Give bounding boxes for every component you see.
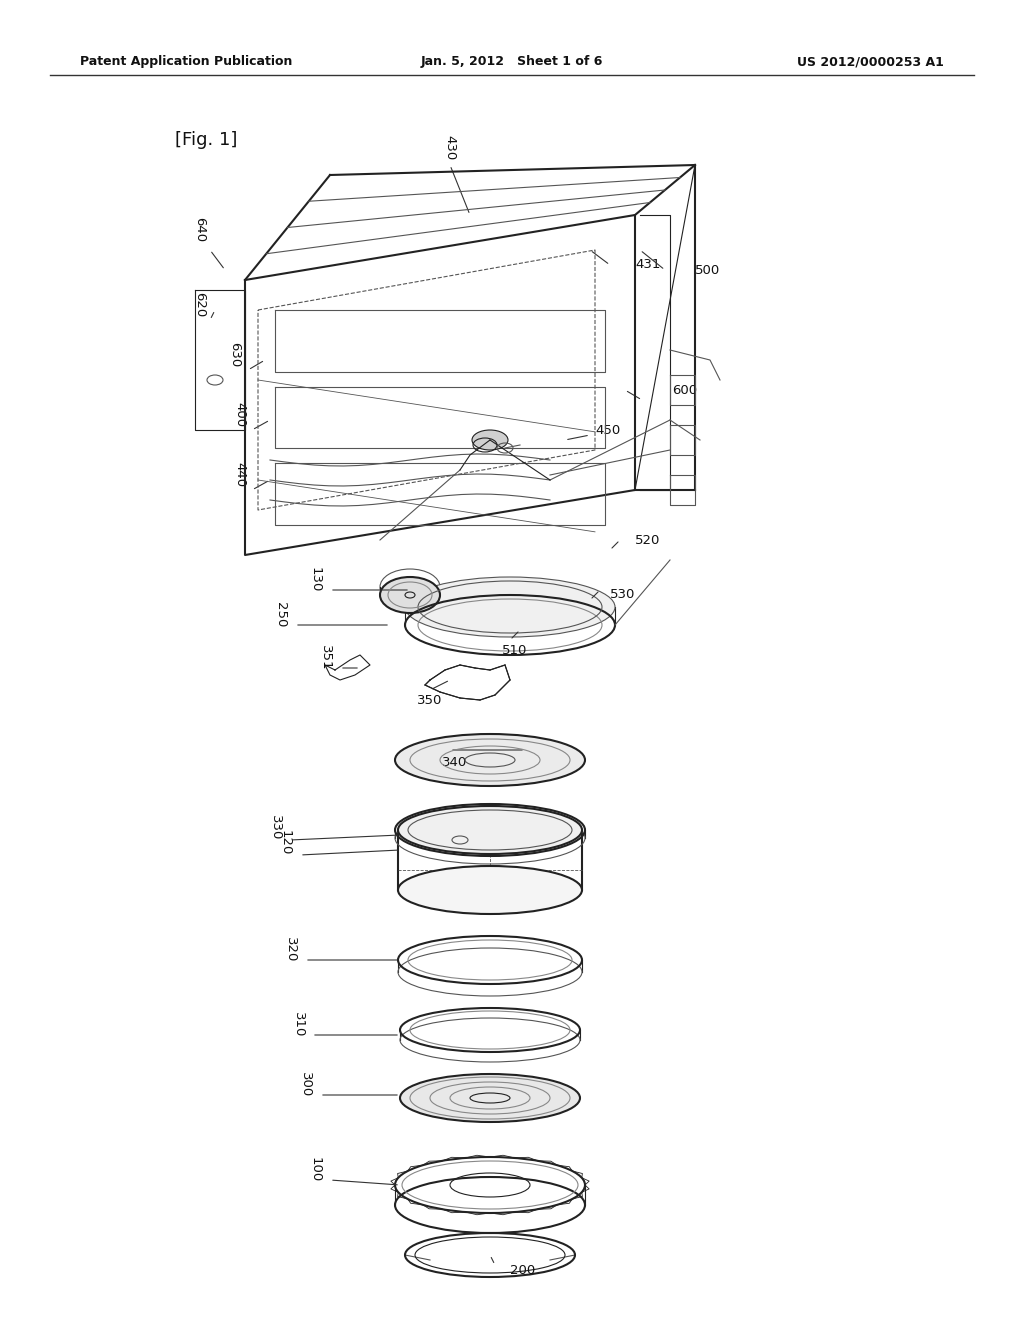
Ellipse shape <box>380 577 440 612</box>
Ellipse shape <box>398 807 582 854</box>
Text: 350: 350 <box>418 693 442 706</box>
Text: 430: 430 <box>443 136 457 161</box>
Text: Jan. 5, 2012   Sheet 1 of 6: Jan. 5, 2012 Sheet 1 of 6 <box>421 55 603 69</box>
Text: [Fig. 1]: [Fig. 1] <box>175 131 238 149</box>
Text: 130: 130 <box>308 568 322 593</box>
Text: US 2012/0000253 A1: US 2012/0000253 A1 <box>797 55 944 69</box>
Text: 600: 600 <box>672 384 697 396</box>
Text: 400: 400 <box>233 403 247 428</box>
Text: Patent Application Publication: Patent Application Publication <box>80 55 293 69</box>
Ellipse shape <box>472 430 508 450</box>
Text: 320: 320 <box>284 937 297 962</box>
Text: 120: 120 <box>279 830 292 855</box>
Text: 250: 250 <box>273 602 287 628</box>
Text: 520: 520 <box>635 533 660 546</box>
Text: 530: 530 <box>610 589 635 602</box>
Ellipse shape <box>400 1074 580 1122</box>
Text: 310: 310 <box>292 1012 304 1038</box>
Ellipse shape <box>406 577 615 638</box>
Text: 500: 500 <box>695 264 720 276</box>
Text: 300: 300 <box>299 1072 311 1098</box>
Text: 450: 450 <box>595 424 621 437</box>
Text: 200: 200 <box>510 1263 536 1276</box>
Text: 330: 330 <box>268 816 282 841</box>
Ellipse shape <box>395 734 585 785</box>
Ellipse shape <box>398 866 582 913</box>
Text: 431: 431 <box>635 259 660 272</box>
Text: 510: 510 <box>503 644 527 656</box>
Text: 340: 340 <box>442 755 468 768</box>
Text: 630: 630 <box>228 342 242 368</box>
Text: 351: 351 <box>318 645 332 671</box>
Text: 100: 100 <box>308 1158 322 1183</box>
Text: 640: 640 <box>194 218 207 243</box>
Text: 440: 440 <box>233 462 247 487</box>
Text: 620: 620 <box>194 292 207 318</box>
